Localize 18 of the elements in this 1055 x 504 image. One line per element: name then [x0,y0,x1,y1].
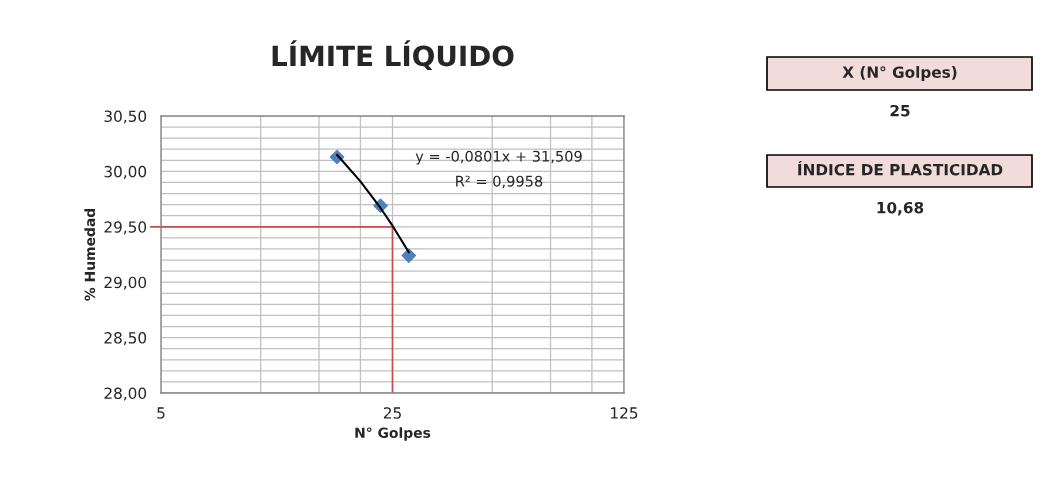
chart-title: LÍMITE LÍQUIDO [272,40,514,71]
annotation: y = -0,0801x + 31,509 [415,150,582,165]
y-tick-label: 28,50 [104,332,147,346]
annotation: R² = 0,9958 [456,175,543,189]
text: X (N° Golpes) [842,66,957,81]
x-tick-label: 125 [611,407,638,419]
y-tick-label: 30,00 [104,165,147,179]
y-axis-title: % Humedad [84,208,96,301]
y-tick-label: 28,00 [104,387,147,401]
y-tick-label: 29,00 [104,276,147,290]
text: ÍNDICE DE PLASTICIDAD [798,161,1003,176]
text: 10,68 [877,201,924,216]
y-tick-label: 30,50 [104,110,147,124]
text: 25 [890,104,910,117]
y-tick-label: 29,50 [104,221,147,235]
x-tick-label: 5 [157,407,165,419]
x-tick-label: 25 [383,407,401,419]
x-axis-title: N° Golpes [355,427,431,441]
